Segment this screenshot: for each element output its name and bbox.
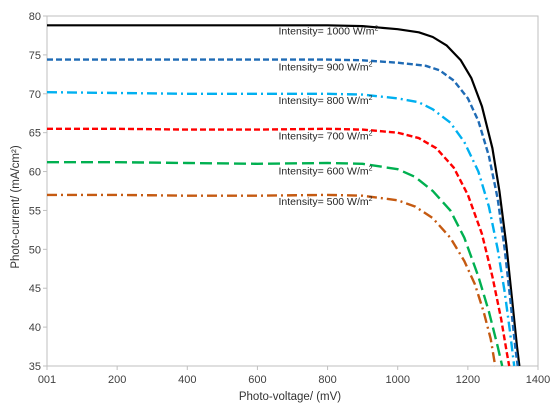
plot-frame [46, 15, 539, 367]
x-tick-label: 1200 [456, 374, 480, 386]
intensity-label: Intensity= 1000 W/m2 [278, 26, 378, 38]
series-line-2 [47, 58, 519, 367]
x-tick-label: 1000 [385, 374, 409, 386]
intensity-label: Intensity= 700 W/m2 [278, 131, 372, 143]
y-axis-title: Photo-current/ (mA/cm²) [10, 145, 22, 268]
series-line-5 [47, 161, 504, 367]
y-tick-label: 40 [29, 322, 41, 334]
y-tick-label: 55 [29, 205, 41, 217]
series-line-4 [47, 127, 511, 367]
x-tick-label: 001 [38, 374, 56, 386]
y-tick-label: 50 [29, 244, 41, 256]
y-tick-label: 60 [29, 167, 41, 179]
y-tick-label: 45 [29, 283, 41, 295]
annotation-layer: Intensity= 1000 W/m2 Intensity= 900 W/m2 I… [278, 26, 378, 208]
y-tick-label: 80 [29, 11, 41, 23]
x-tick-label: 400 [178, 374, 196, 386]
intensity-label: Intensity= 600 W/m2 [278, 166, 372, 178]
x-tick-label: 800 [318, 374, 336, 386]
series-layer [46, 24, 521, 367]
series-line-6 [47, 193, 497, 367]
y-tick-label: 75 [29, 50, 41, 62]
x-tick-label: 200 [108, 374, 126, 386]
axes-layer: 001 200 400 600 800 1000 1200 1400 35 40 45 50 55 60 6… [29, 11, 550, 386]
x-tick-label: 1400 [526, 374, 550, 386]
x-tick-label: 600 [248, 374, 266, 386]
series-line-3 [46, 91, 516, 367]
y-tick-label: 65 [29, 128, 41, 140]
y-tick-label: 70 [29, 89, 41, 101]
series-line-1 [47, 24, 521, 367]
x-axis-title: Photo-voltage/ (mV) [239, 391, 341, 403]
intensity-label: Intensity= 500 W/m2 [278, 196, 372, 208]
intensity-label: Intensity= 800 W/m2 [278, 95, 372, 107]
y-tick-label: 35 [29, 361, 41, 373]
intensity-label: Intensity= 900 W/m2 [278, 61, 372, 73]
